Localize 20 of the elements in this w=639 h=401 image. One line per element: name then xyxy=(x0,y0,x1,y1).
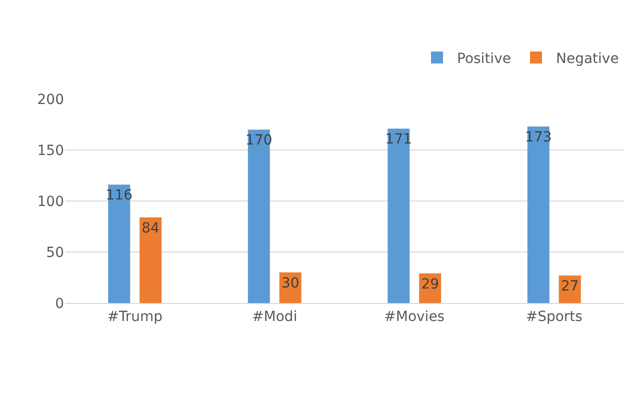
bar xyxy=(527,126,550,303)
x-tick-label: #Trump xyxy=(107,308,163,325)
y-tick-label: 200 xyxy=(37,92,64,108)
legend-label: Negative xyxy=(556,50,619,67)
y-tick-label: 100 xyxy=(37,194,64,210)
legend-label: Positive xyxy=(457,50,511,67)
data-label: 29 xyxy=(421,276,440,292)
x-tick-label: #Movies xyxy=(384,308,445,325)
y-tick-label: 50 xyxy=(46,244,64,261)
bar xyxy=(108,184,130,303)
x-tick-label: #Sports xyxy=(526,308,582,325)
data-label: 30 xyxy=(281,275,300,292)
data-label: 27 xyxy=(560,278,579,294)
y-tick-label: 150 xyxy=(37,142,64,159)
data-label: 84 xyxy=(142,220,160,236)
bar xyxy=(248,130,270,303)
bar xyxy=(388,128,410,303)
bar xyxy=(140,217,162,303)
y-tick-label: 0 xyxy=(55,296,64,312)
x-tick-label: #Modi xyxy=(252,308,298,325)
